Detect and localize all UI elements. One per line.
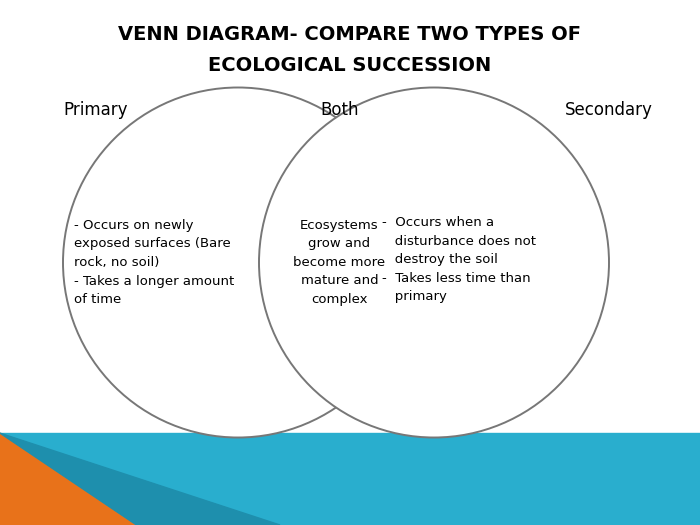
Text: Ecosystems
grow and
become more
mature and
complex: Ecosystems grow and become more mature a…: [293, 219, 386, 306]
Ellipse shape: [63, 88, 413, 437]
Polygon shape: [0, 433, 280, 525]
Text: -  Occurs when a
   disturbance does not
   destroy the soil
-  Takes less time : - Occurs when a disturbance does not des…: [382, 216, 536, 303]
Text: - Occurs on newly
exposed surfaces (Bare
rock, no soil)
- Takes a longer amount
: - Occurs on newly exposed surfaces (Bare…: [74, 219, 234, 306]
Polygon shape: [0, 433, 136, 525]
Text: Both: Both: [321, 101, 358, 119]
Text: ECOLOGICAL SUCCESSION: ECOLOGICAL SUCCESSION: [209, 56, 491, 75]
Text: Primary: Primary: [63, 101, 127, 119]
Text: Secondary: Secondary: [565, 101, 653, 119]
Text: VENN DIAGRAM- COMPARE TWO TYPES OF: VENN DIAGRAM- COMPARE TWO TYPES OF: [118, 25, 582, 44]
Ellipse shape: [259, 88, 609, 437]
Polygon shape: [0, 433, 700, 525]
